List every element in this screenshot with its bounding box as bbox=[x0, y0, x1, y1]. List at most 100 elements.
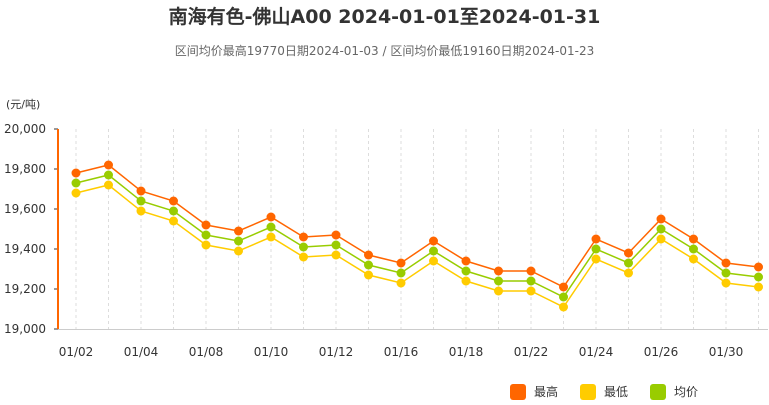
data-point-average bbox=[526, 276, 536, 286]
data-point-low bbox=[689, 254, 698, 264]
data-point-low bbox=[364, 270, 373, 280]
data-point-low bbox=[299, 252, 308, 262]
data-point-average bbox=[104, 170, 113, 180]
data-point-high bbox=[461, 256, 471, 266]
data-point-average bbox=[364, 260, 373, 270]
data-point-average bbox=[429, 246, 438, 256]
series-line-average bbox=[75, 174, 759, 298]
legend-label-average: 均价 bbox=[674, 385, 699, 399]
x-tick-label: 01/18 bbox=[449, 345, 484, 359]
data-point-high bbox=[656, 214, 666, 224]
data-point-low bbox=[754, 282, 763, 292]
legend-label-low: 最低 bbox=[604, 385, 629, 399]
x-tick-label: 01/08 bbox=[189, 345, 224, 359]
data-point-low bbox=[104, 180, 113, 190]
data-point-average bbox=[624, 258, 633, 268]
y-tick-label: 19,600 bbox=[4, 202, 46, 216]
data-point-high bbox=[689, 234, 698, 244]
data-point-low bbox=[526, 286, 536, 296]
data-point-average bbox=[721, 268, 731, 278]
data-point-high bbox=[526, 266, 536, 276]
data-point-low bbox=[234, 246, 243, 256]
y-tick-label: 19,000 bbox=[4, 322, 46, 336]
legend-item-average[interactable]: 均价 bbox=[650, 383, 698, 400]
legend-swatch-high bbox=[510, 383, 526, 400]
data-point-low bbox=[559, 302, 568, 312]
data-point-high bbox=[136, 186, 146, 196]
data-point-average bbox=[299, 242, 308, 252]
data-point-average bbox=[461, 266, 471, 276]
series-layer bbox=[71, 160, 763, 312]
data-point-low bbox=[169, 216, 178, 226]
data-point-high bbox=[494, 266, 503, 276]
y-tick-label: 19,400 bbox=[4, 242, 46, 256]
data-point-high bbox=[71, 168, 81, 178]
data-point-average bbox=[689, 244, 698, 254]
x-tick-label: 01/02 bbox=[59, 345, 94, 359]
legend: 最高 最低 均价 bbox=[510, 383, 698, 400]
grid-layer bbox=[75, 129, 759, 329]
data-point-high bbox=[559, 282, 568, 292]
data-point-low bbox=[656, 234, 666, 244]
data-point-average bbox=[136, 196, 146, 206]
data-point-high bbox=[234, 226, 243, 236]
data-point-average bbox=[754, 272, 763, 282]
data-point-low bbox=[71, 188, 81, 198]
data-point-low bbox=[266, 232, 276, 242]
data-point-low bbox=[396, 278, 406, 288]
x-tick-label: 01/30 bbox=[709, 345, 744, 359]
x-tick-label: 01/10 bbox=[254, 345, 289, 359]
data-point-high bbox=[364, 250, 373, 260]
data-point-average bbox=[331, 240, 341, 250]
chart-title: 南海有色-佛山A00 2024-01-01至2024-01-31 bbox=[168, 6, 601, 28]
data-point-high bbox=[396, 258, 406, 268]
data-point-high bbox=[591, 234, 601, 244]
data-point-low bbox=[201, 240, 211, 250]
x-tick-label: 01/16 bbox=[384, 345, 419, 359]
data-point-average bbox=[656, 224, 666, 234]
data-point-average bbox=[266, 222, 276, 232]
data-point-average bbox=[71, 178, 81, 188]
data-point-low bbox=[461, 276, 471, 286]
data-point-low bbox=[591, 254, 601, 264]
y-axis-unit: (元/吨) bbox=[6, 98, 41, 111]
series-line-low bbox=[75, 184, 759, 308]
data-point-high bbox=[201, 220, 211, 230]
data-point-average bbox=[169, 206, 178, 216]
data-point-low bbox=[624, 268, 633, 278]
data-point-average bbox=[396, 268, 406, 278]
y-tick-label: 20,000 bbox=[4, 122, 46, 136]
data-point-average bbox=[559, 292, 568, 302]
y-tick-label: 19,800 bbox=[4, 162, 46, 176]
legend-item-high[interactable]: 最高 bbox=[510, 383, 558, 400]
data-point-low bbox=[721, 278, 731, 288]
legend-swatch-average bbox=[650, 383, 667, 400]
x-tick-label: 01/26 bbox=[644, 345, 679, 359]
series-line-high bbox=[75, 164, 759, 288]
x-tick-label: 01/12 bbox=[319, 345, 354, 359]
data-point-average bbox=[591, 244, 601, 254]
data-point-low bbox=[331, 250, 341, 260]
data-point-low bbox=[494, 286, 503, 296]
data-point-high bbox=[299, 232, 308, 242]
y-tick-label: 19,200 bbox=[4, 282, 46, 296]
data-point-high bbox=[331, 230, 341, 240]
data-point-average bbox=[234, 236, 243, 246]
data-point-high bbox=[429, 236, 438, 246]
data-point-low bbox=[429, 256, 438, 266]
legend-item-low[interactable]: 最低 bbox=[580, 383, 628, 400]
data-point-high bbox=[266, 212, 276, 222]
data-point-high bbox=[754, 262, 763, 272]
x-tick-label: 01/24 bbox=[579, 345, 614, 359]
data-point-high bbox=[104, 160, 113, 170]
legend-swatch-low bbox=[580, 383, 597, 400]
axis-layer: 19,000 19,200 19,400 19,600 19,800 20,000 01/0… bbox=[4, 122, 768, 359]
data-point-average bbox=[494, 276, 503, 286]
data-point-high bbox=[624, 248, 633, 258]
data-point-high bbox=[169, 196, 178, 206]
x-tick-label: 01/04 bbox=[124, 345, 159, 359]
data-point-low bbox=[136, 206, 146, 216]
data-point-high bbox=[721, 258, 731, 268]
chart-subtitle: 区间均价最高19770日期2024-01-03 / 区间均价最低19160日期2… bbox=[174, 44, 595, 58]
